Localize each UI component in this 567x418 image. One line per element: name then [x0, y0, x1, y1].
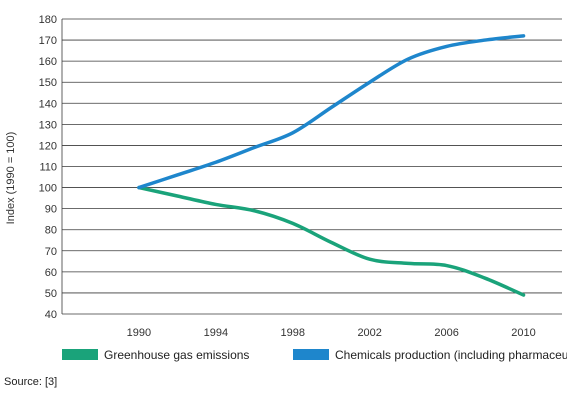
gridlines [61, 18, 562, 315]
y-tick-label: 170 [39, 35, 57, 47]
y-tick-labels: 40 50 60 70 80 90 100 110 120 130 140 150 160 170 180 [39, 14, 57, 321]
legend-label: Chemicals production (including pharmace… [335, 348, 567, 362]
series-line-2 [137, 34, 526, 190]
x-tick-label: 1998 [281, 327, 305, 339]
y-axis-label: Index (1990 = 100) [5, 132, 17, 225]
y-tick-label: 80 [45, 225, 57, 237]
x-tick-label: 2010 [511, 327, 535, 339]
series-line-1 [137, 185, 526, 297]
series-lines [137, 34, 526, 297]
y-tick-label: 140 [39, 98, 57, 110]
x-tick-label: 2006 [434, 327, 458, 339]
x-tick-label: 1994 [204, 327, 228, 339]
y-tick-label: 130 [39, 119, 57, 131]
y-tick-label: 150 [39, 77, 57, 89]
y-tick-label: 100 [39, 183, 57, 195]
x-tick-label: 2002 [357, 327, 381, 339]
y-tick-label: 60 [45, 267, 57, 279]
y-tick-label: 180 [39, 14, 57, 26]
legend-label: Greenhouse gas emissions [104, 348, 249, 362]
x-tick-labels: 1990 1994 1998 2002 2006 2010 [127, 327, 536, 339]
y-tick-label: 50 [45, 288, 57, 300]
y-tick-label: 120 [39, 140, 57, 152]
legend-swatch [293, 349, 329, 360]
y-tick-label: 110 [39, 162, 57, 174]
source-note: Source: [3] [4, 376, 58, 388]
legend: Greenhouse gas emissions Chemicals produc… [62, 348, 567, 362]
y-tick-label: 40 [45, 309, 57, 321]
y-tick-label: 160 [39, 56, 57, 68]
x-tick-label: 1990 [127, 327, 151, 339]
y-tick-label: 70 [45, 246, 57, 258]
legend-swatch [62, 349, 98, 360]
y-tick-label: 90 [45, 204, 57, 216]
